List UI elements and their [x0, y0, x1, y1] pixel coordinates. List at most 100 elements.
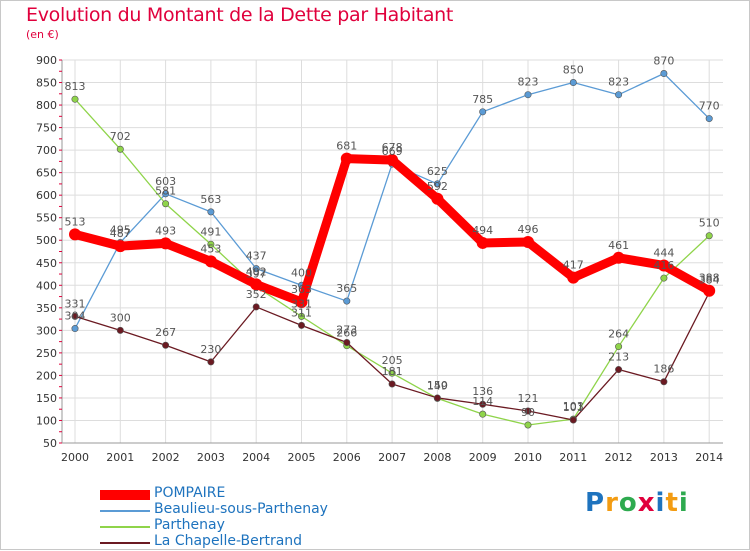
data-point [567, 271, 580, 284]
data-label: 136 [472, 385, 493, 398]
data-point [433, 394, 441, 402]
data-label: 150 [427, 379, 448, 392]
logo-letter: o [618, 488, 638, 518]
chart-title: Evolution du Montant de la Dette par Hab… [26, 4, 454, 26]
data-point [162, 341, 170, 349]
y-tick-label: 750 [36, 122, 57, 135]
data-label: 300 [110, 311, 131, 324]
data-point [207, 240, 215, 248]
legend-label: Beaulieu-sous-Parthenay [154, 501, 328, 517]
data-point [660, 70, 668, 78]
legend-swatch [100, 490, 150, 500]
legend-swatch [100, 510, 150, 512]
data-label: 114 [472, 395, 493, 408]
y-tick-label: 300 [36, 324, 57, 337]
data-label: 266 [336, 327, 357, 340]
data-label: 273 [336, 324, 357, 337]
chart-unit-label: (en €) [26, 28, 59, 41]
data-point [297, 312, 305, 320]
data-point [204, 255, 217, 268]
legend-label: Parthenay [154, 517, 225, 533]
data-point [343, 339, 351, 347]
data-label: 416 [653, 259, 674, 272]
data-label: 267 [155, 326, 176, 339]
data-point [479, 108, 487, 116]
x-tick-label: 2009 [469, 451, 497, 464]
data-point [207, 208, 215, 216]
data-point [524, 407, 532, 415]
data-point [340, 152, 353, 165]
data-point [522, 236, 534, 249]
y-tick-label: 250 [36, 347, 57, 360]
data-label: 331 [291, 297, 312, 310]
data-label: 181 [382, 365, 403, 378]
data-point [569, 79, 577, 87]
data-point [71, 95, 79, 103]
data-label: 491 [200, 225, 221, 238]
x-tick-label: 2001 [106, 451, 134, 464]
data-label: 669 [382, 145, 403, 158]
legend-label: POMPAIRE [154, 485, 226, 501]
data-label: 121 [518, 392, 539, 405]
data-point [388, 380, 396, 388]
y-tick-label: 400 [36, 279, 57, 292]
data-label: 384 [699, 274, 720, 287]
data-label: 625 [427, 165, 448, 178]
x-tick-label: 2010 [514, 451, 542, 464]
data-label: 681 [336, 140, 357, 153]
y-tick-label: 150 [36, 392, 57, 405]
proxiti-logo: Proxiti [585, 488, 689, 518]
data-label: 510 [699, 217, 720, 230]
data-point [476, 236, 489, 249]
data-label: 592 [427, 180, 448, 193]
y-tick-label: 650 [36, 167, 57, 180]
data-label: 493 [155, 224, 176, 237]
logo-letter: i [678, 488, 689, 518]
data-label: 186 [653, 363, 674, 376]
y-tick-label: 50 [43, 437, 57, 450]
y-tick-label: 800 [36, 99, 57, 112]
data-point [116, 326, 124, 334]
legend-label: La Chapelle-Bertrand [154, 533, 303, 549]
x-tick-label: 2011 [559, 451, 587, 464]
data-point [479, 400, 487, 408]
data-point [657, 259, 670, 272]
data-label: 213 [608, 351, 629, 364]
data-label: 496 [518, 223, 539, 236]
data-point [660, 274, 668, 282]
y-tick-label: 100 [36, 414, 57, 427]
data-label: 264 [608, 328, 629, 341]
x-tick-label: 2006 [333, 451, 361, 464]
x-tick-label: 2002 [152, 451, 180, 464]
x-tick-label: 2004 [242, 451, 270, 464]
data-label: 823 [518, 76, 539, 89]
data-point [71, 312, 79, 320]
logo-letter: t [665, 488, 679, 518]
y-tick-label: 900 [36, 54, 57, 67]
x-tick-label: 2012 [605, 451, 633, 464]
data-label: 363 [291, 283, 312, 296]
data-label: 444 [653, 246, 674, 259]
data-label: 453 [200, 242, 221, 255]
x-tick-label: 2014 [695, 451, 723, 464]
data-label: 352 [246, 288, 267, 301]
data-point [569, 416, 577, 424]
data-label: 785 [472, 93, 493, 106]
data-label: 678 [382, 141, 403, 154]
logo-letter: i [655, 488, 666, 518]
y-tick-label: 550 [36, 212, 57, 225]
logo-letter: P [585, 488, 606, 518]
x-tick-label: 2008 [423, 451, 451, 464]
data-label: 101 [563, 401, 584, 414]
y-tick-label: 850 [36, 77, 57, 90]
y-tick-label: 700 [36, 144, 57, 157]
data-point [252, 303, 260, 311]
data-point [295, 295, 308, 308]
data-label: 417 [563, 259, 584, 272]
data-label: 870 [653, 55, 674, 68]
data-point [433, 180, 441, 188]
data-label: 563 [200, 193, 221, 206]
data-point [252, 265, 260, 273]
data-label: 437 [246, 250, 267, 263]
